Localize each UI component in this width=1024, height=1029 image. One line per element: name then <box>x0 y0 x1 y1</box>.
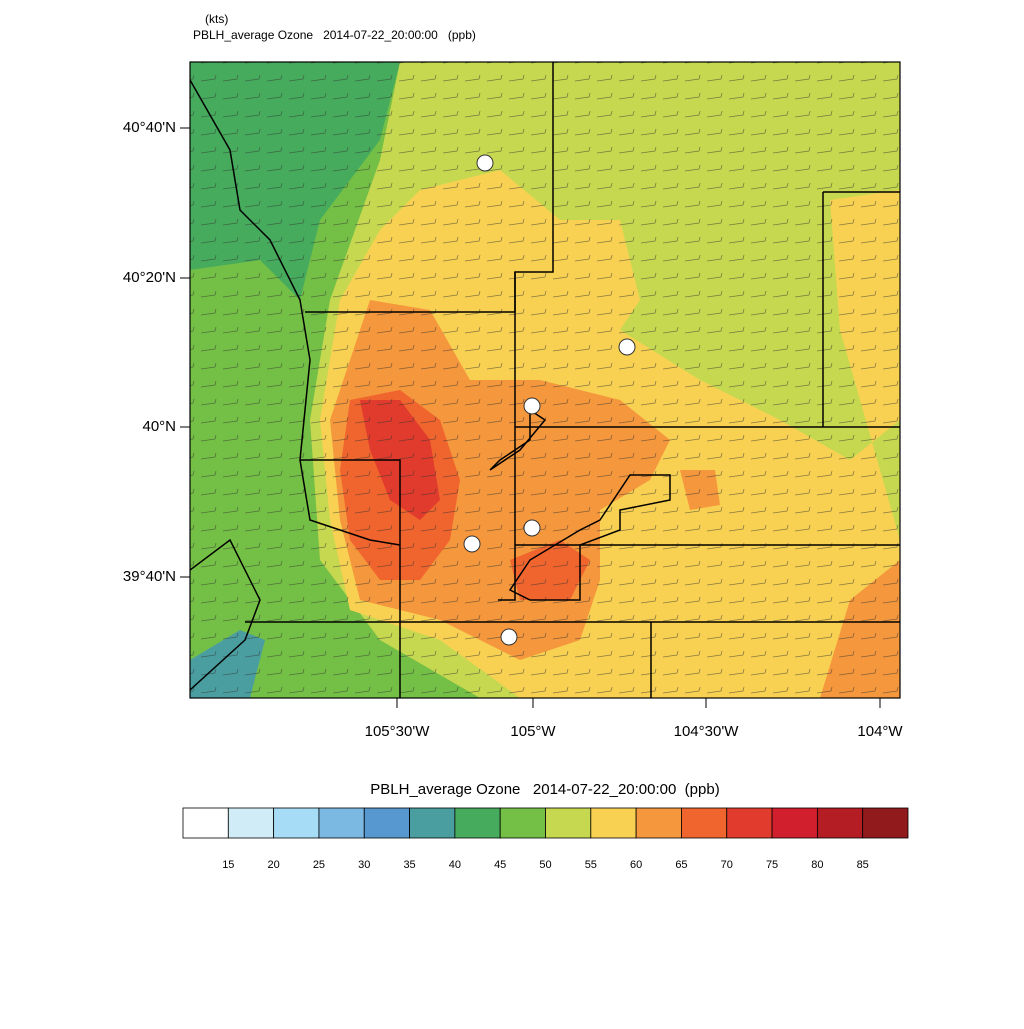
colorbar-box <box>318 807 365 839</box>
colorbar: 15 20 25 30 35 40 45 50 55 60 65 70 75 80 85 <box>182 807 909 871</box>
colorbar-label: 20 <box>268 859 280 871</box>
colorbar-label: 40 <box>449 859 461 871</box>
colorbar-box <box>409 807 456 839</box>
county-lines <box>190 62 900 698</box>
colorbar-label: 50 <box>539 859 551 871</box>
colorbar-label: 85 <box>857 859 869 871</box>
colorbar-box <box>545 807 592 839</box>
colorbar-box <box>227 807 275 839</box>
colorbar-label: 70 <box>721 859 733 871</box>
colorbar-box <box>273 807 320 839</box>
lat-axis: 40°40'N 40°20'N 40°N 39°40'N <box>123 119 190 585</box>
colorbar-box <box>862 807 909 839</box>
lat-label: 40°N <box>142 418 176 435</box>
lon-label: 104°30'W <box>674 723 740 740</box>
lat-label: 39°40'N <box>123 568 176 585</box>
colorbar-box <box>590 807 637 839</box>
lon-axis: 105°30'W 105°W 104°30'W 104°W <box>365 698 903 740</box>
stations <box>463 154 636 646</box>
colorbar-label: 65 <box>675 859 687 871</box>
colorbar-box <box>635 807 682 839</box>
colorbar-label: 15 <box>222 859 234 871</box>
colorbar-box <box>681 807 728 839</box>
colorbar-box <box>726 807 773 839</box>
colorbar-label: 75 <box>766 859 778 871</box>
colorbar-box <box>499 807 546 839</box>
colorbar-label: 30 <box>358 859 370 871</box>
colorbar-box <box>363 807 410 839</box>
colorbar-box <box>816 807 864 839</box>
wind-barbs <box>190 62 900 698</box>
map-frame <box>189 61 901 699</box>
colorbar-label: 25 <box>313 859 325 871</box>
lat-label: 40°20'N <box>123 269 176 286</box>
colorbar-label: 35 <box>403 859 415 871</box>
lat-label: 40°40'N <box>123 119 176 136</box>
lon-label: 104°W <box>857 723 903 740</box>
colorbar-title: PBLH_average Ozone 2014-07-22_20:00:00 (… <box>370 781 719 798</box>
colorbar-label: 45 <box>494 859 506 871</box>
colorbar-box <box>771 807 818 839</box>
lon-label: 105°30'W <box>365 723 431 740</box>
colorbar-label: 60 <box>630 859 642 871</box>
colorbar-box <box>454 807 501 839</box>
lon-label: 105°W <box>510 723 556 740</box>
colorbar-label: 55 <box>585 859 597 871</box>
map-title: PBLH_average Ozone 2014-07-22_20:00:00 (… <box>193 28 476 42</box>
colorbar-box <box>182 807 229 839</box>
units-label: (kts) <box>205 12 228 26</box>
colorbar-label: 80 <box>811 859 823 871</box>
ozone-field <box>190 62 900 698</box>
